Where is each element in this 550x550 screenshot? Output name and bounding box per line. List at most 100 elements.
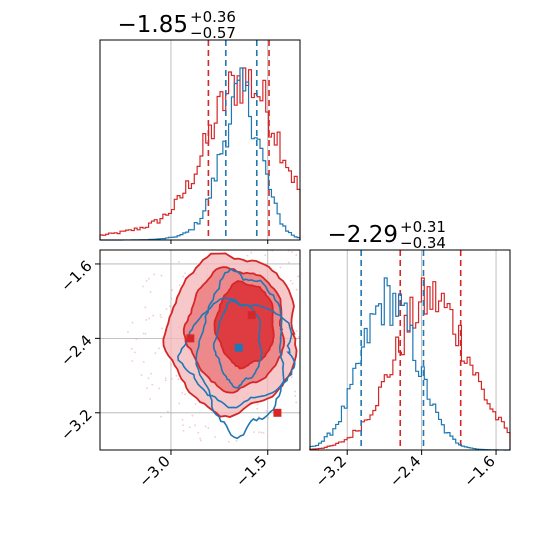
hist-param2-xtick-label-1: −2.4 [386,452,424,490]
contour-2d-sample-point [227,440,230,443]
contour-2d-sample-point [334,341,336,343]
contour-2d-sample-point [152,314,155,317]
contour-2d-sample-point [235,439,238,442]
contour-2d-sample-point [142,360,145,363]
contour-2d-sample-point [297,336,300,338]
contour-2d-sample-point [145,280,148,282]
contour-2d-sample-point [150,372,152,375]
contour-2d-sample-point [148,317,150,320]
contour-2d-sample-point [287,261,290,264]
contour-2d-sample-point [194,403,197,405]
contour-2d-sample-point [246,254,249,257]
contour-2d-sample-point [178,261,180,263]
contour-2d-sample-point [242,232,244,234]
contour-2d-ytick-label-0: −1.6 [57,257,95,295]
contour-2d-sample-point [168,305,171,308]
contour-2d-sample-point [147,377,150,380]
hist-param1-hist-red [99,67,301,240]
contour-2d-sample-point [253,431,255,434]
contour-2d-sample-point [250,251,253,254]
contour-2d-sample-point [313,291,315,293]
contour-2d-sample-point [256,403,259,406]
contour-2d-sample-point [289,279,292,282]
contour-2d-sample-point [313,381,315,383]
hist-param1-hist-blue [99,67,301,241]
contour-2d-sample-point [194,424,196,427]
contour-2d-marker-red-1 [247,311,256,320]
contour-2d-sample-point [262,431,265,434]
contour-2d-sample-point [158,387,161,390]
contour-2d-sample-point [153,273,156,276]
contour-2d-sample-point [314,301,316,303]
contour-2d-sample-point [256,407,259,410]
contour-2d-sample-point [131,360,134,363]
contour-2d-sample-point [324,348,326,350]
contour-2d-sample-point [146,387,148,390]
contour-2d-sample-point [229,245,231,247]
contour-2d-sample-point [314,344,316,346]
contour-2d-ytick-label-1: −2.4 [57,331,95,369]
hist-param1-title-minus: −0.57 [190,24,236,42]
contour-2d-sample-point [216,229,218,231]
contour-2d-sample-point [178,402,181,405]
contour-2d-sample-point [181,418,184,421]
contour-2d-sample-point [267,416,270,419]
contour-2d-sample-point [315,265,317,267]
contour-2d-sample-point [182,275,184,278]
contour-2d-sample-point [259,242,261,244]
contour-2d-blue-contour-1 [195,267,285,440]
contour-2d-sample-point [229,231,231,233]
contour-2d-sample-point [251,228,253,230]
hist-param1-title-median: −1.85 [118,12,188,38]
contour-2d-sample-point [164,379,167,382]
contour-2d-sample-point [260,431,263,434]
contour-2d-sample-point [265,410,268,412]
contour-2d-blue-contour-0 [177,297,296,409]
contour-2d-sample-point [170,297,173,300]
contour-2d-sample-point [303,267,305,269]
contour-2d-sample-point [220,246,222,248]
contour-2d-sample-point [144,306,147,309]
contour-2d-sample-point [158,347,160,350]
contour-2d-sample-point [312,406,314,408]
contour-2d-marker-red-0 [186,334,195,343]
hist-param1-title: −1.85 +0.36−0.57 [118,8,236,42]
contour-2d-sample-point [127,331,129,334]
contour-2d-sample-point [303,351,305,353]
contour-2d-sample-point [295,401,298,404]
contour-2d-xtick-label-1: −1.5 [232,452,270,490]
contour-2d-sample-point [184,272,187,275]
contour-2d-sample-point [181,392,184,394]
contour-2d-sample-point [144,332,147,335]
contour-2d-sample-point [315,343,317,345]
contour-2d-sample-point [159,314,162,316]
hist-param2-frame [309,249,511,451]
contour-2d-sample-point [175,374,178,377]
contour-2d-sample-point [142,332,145,335]
contour-2d-blue-contour-2 [212,297,263,389]
contour-2d-sample-point [151,383,154,386]
contour-2d-sample-point [178,284,181,287]
contour-2d-sample-point [321,389,323,391]
contour-2d-sample-point [313,353,315,355]
contour-2d-sample-point [295,330,298,333]
hist-param2-title: −2.29 +0.31−0.34 [328,218,446,252]
contour-2d-xtick-label-0: −3.0 [135,452,173,490]
contour-2d-sample-point [131,321,134,324]
contour-2d-sample-point [147,277,150,280]
contour-2d-sample-point [311,319,313,321]
contour-2d-sample-point [294,395,297,397]
contour-2d: −3.0 −1.5 −1.6 −2.4 −3.2 [57,228,336,491]
contour-2d-sample-point [264,254,267,257]
contour-2d-sample-point [160,415,162,418]
contour-2d-plot-area [100,228,336,450]
contour-2d-sample-point [135,338,138,340]
hist-param2-title-plus: +0.31 [400,218,446,236]
contour-2d-sample-point [188,426,191,429]
contour-2d-sample-point [164,377,167,380]
hist-param1 [99,39,301,244]
hist-param2: −3.2 −2.4 −1.6 [309,249,511,491]
hist-param2-hist-red [309,277,511,450]
contour-2d-sample-point [294,390,296,393]
contour-2d-sample-point [133,351,136,354]
